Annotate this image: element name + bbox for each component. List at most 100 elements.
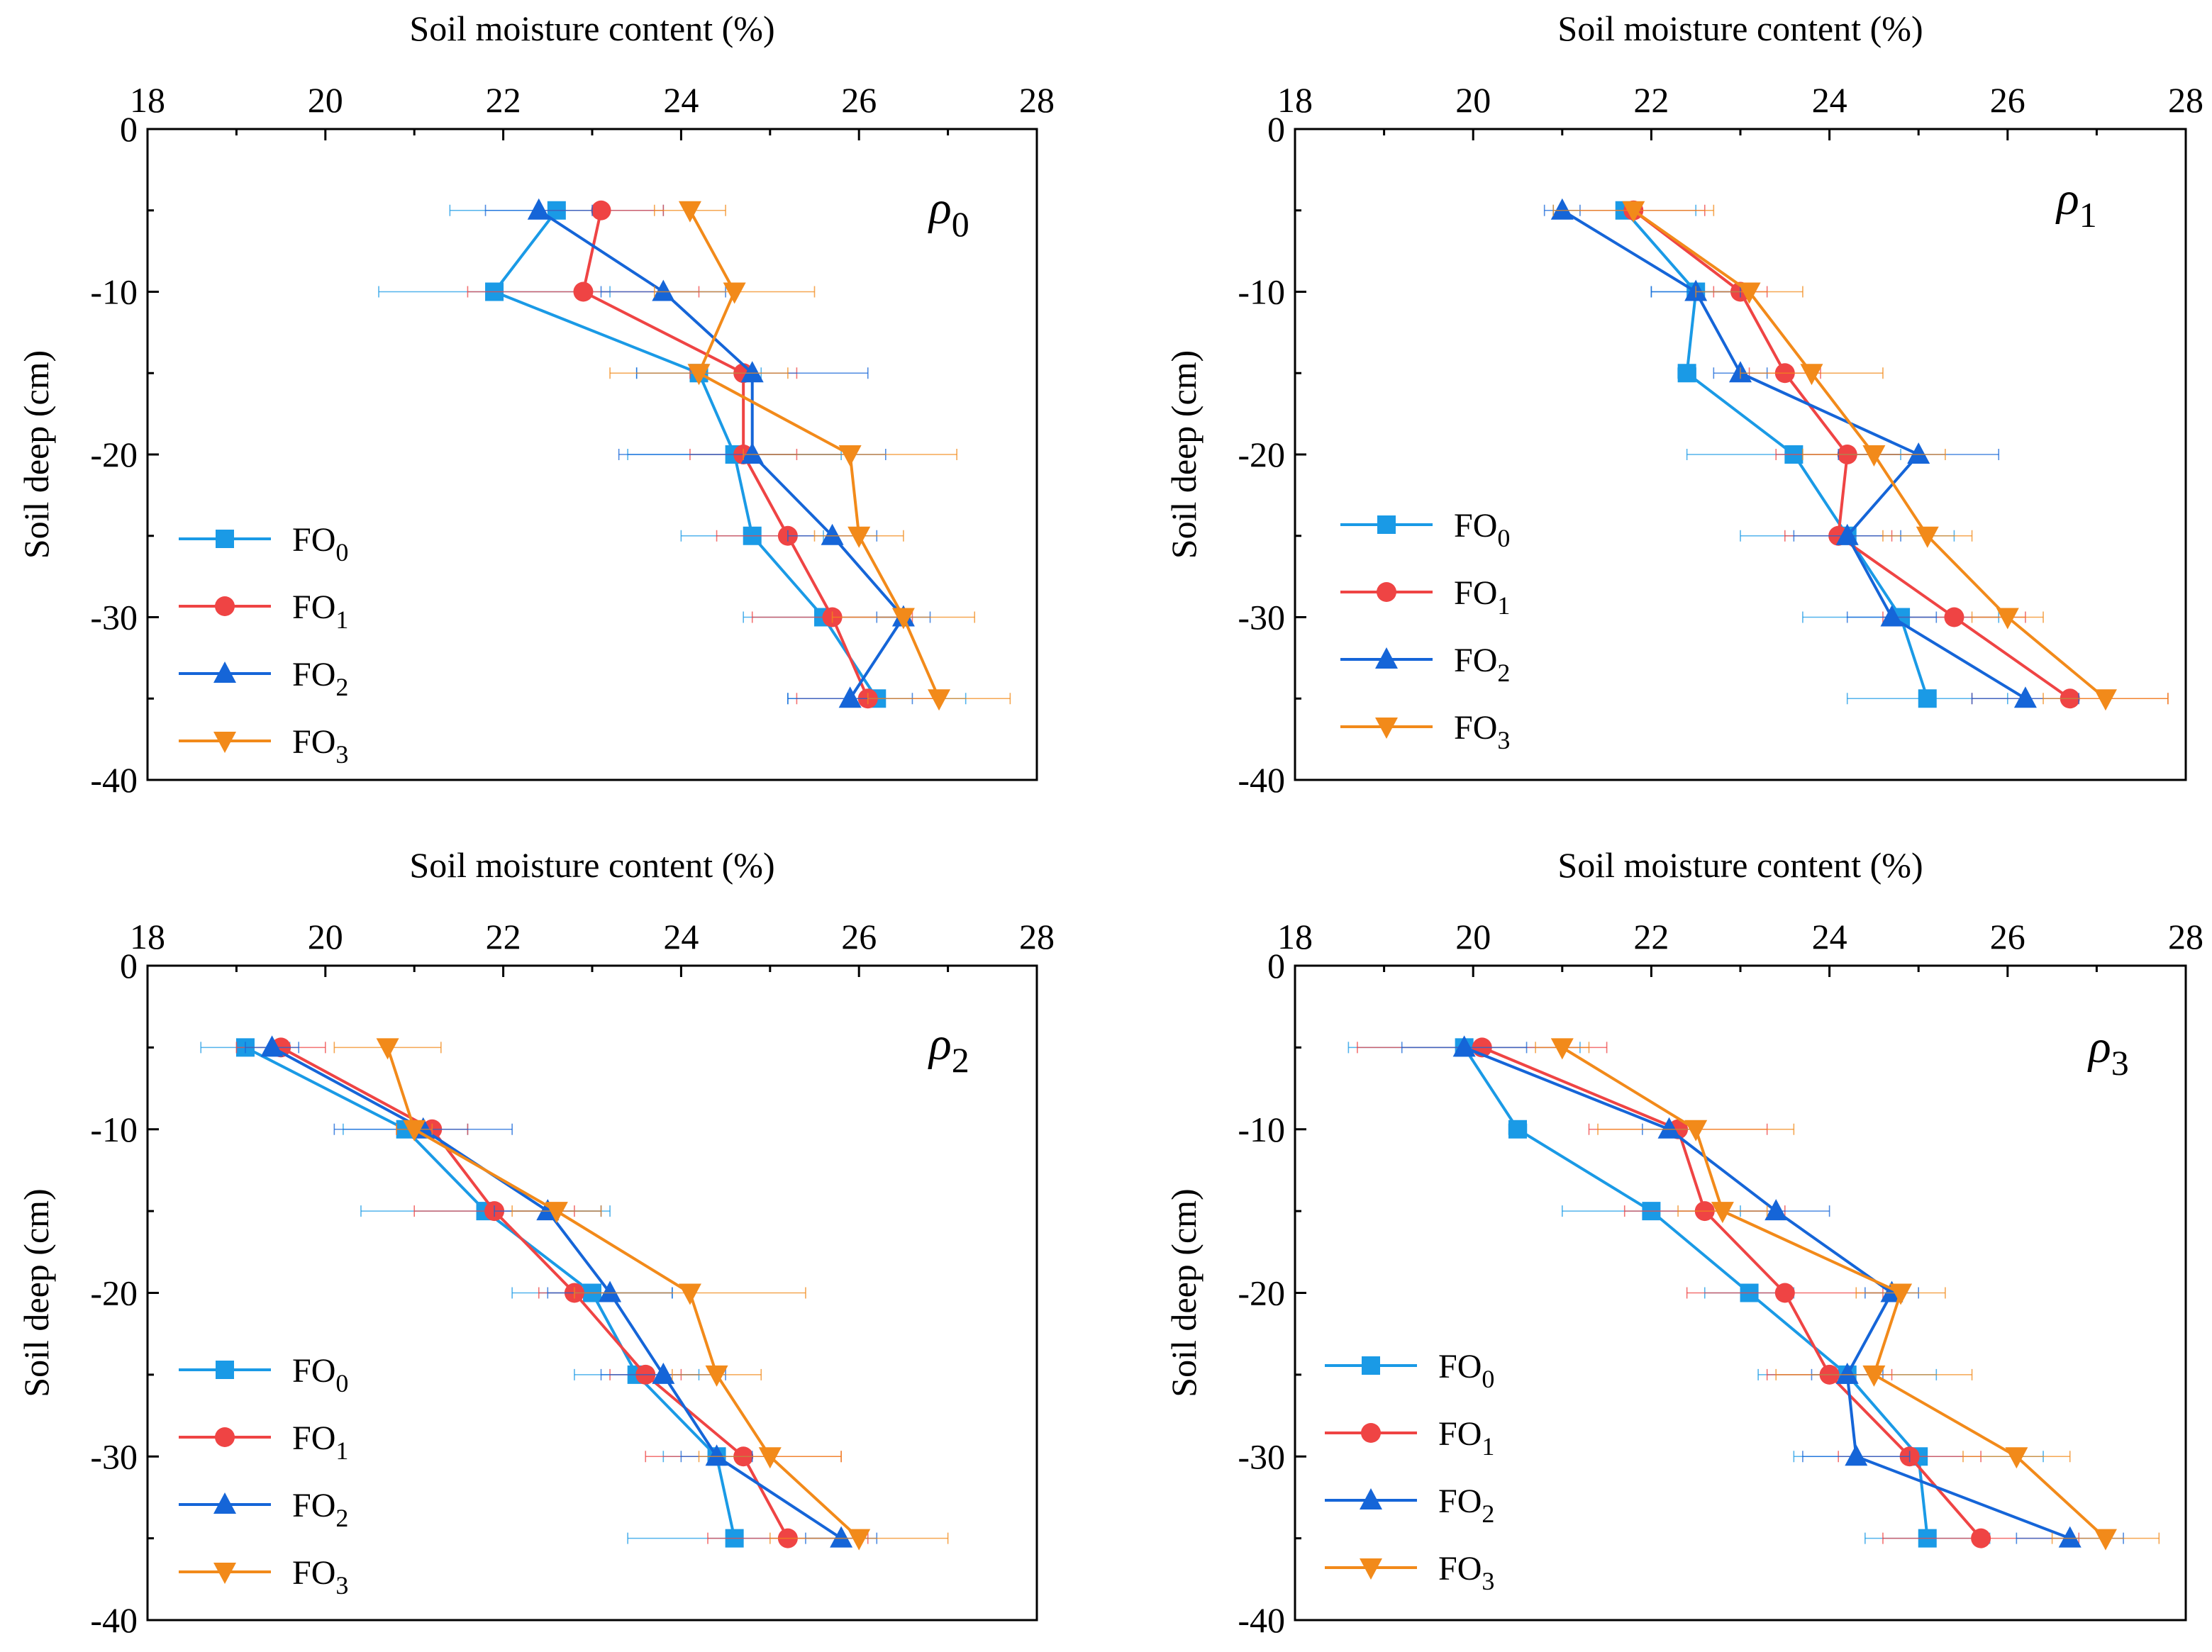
y-tick-label: -20 [1238, 435, 1285, 474]
legend-marker [213, 662, 236, 683]
legend-label-sub: 0 [1497, 524, 1510, 552]
legend-label: FO1 [1454, 574, 1510, 620]
data-point [1657, 1117, 1681, 1139]
x-tick-label: 18 [1277, 917, 1313, 956]
x-axis-title: Soil moisture content (%) [1557, 9, 1923, 48]
y-tick-label: -40 [90, 760, 138, 800]
y-axis-title: Soil deep (cm) [16, 1188, 56, 1397]
legend-label-name: FO [1438, 1483, 1482, 1520]
y-tick-label: -10 [90, 1110, 138, 1149]
data-point [1835, 523, 1859, 545]
x-tick-label: 28 [1019, 80, 1055, 120]
data-point [591, 200, 611, 221]
y-tick-label: -40 [1238, 760, 1285, 800]
series-FO3 [1535, 1038, 2160, 1551]
legend-label: FO0 [292, 521, 348, 567]
y-tick-label: -30 [1238, 1436, 1285, 1476]
y-axis-title: Soil deep (cm) [1164, 350, 1204, 559]
data-point [1550, 1038, 1574, 1060]
data-point [1971, 1528, 1991, 1548]
legend-label-name: FO [1454, 507, 1497, 545]
data-point [705, 1365, 728, 1387]
legend-marker [215, 596, 235, 616]
x-tick-label: 22 [486, 917, 521, 956]
data-point [1845, 1444, 1868, 1466]
data-point [678, 1283, 701, 1305]
x-tick-label: 28 [2168, 80, 2203, 120]
data-point [740, 442, 764, 464]
data-point [2094, 1529, 2117, 1551]
panel-label-symbol: ρ [928, 182, 952, 234]
legend-label-sub: 0 [1482, 1365, 1494, 1393]
x-tick-label: 24 [1812, 917, 1847, 956]
legend-label-sub: 0 [335, 538, 348, 567]
legend-label-sub: 0 [335, 1369, 348, 1397]
data-point [847, 1529, 871, 1551]
x-axis-title: Soil moisture content (%) [409, 9, 774, 48]
legend-marker [1360, 1558, 1382, 1580]
legend-marker [1361, 1423, 1381, 1443]
legend-label: FO2 [292, 1487, 348, 1532]
data-point [830, 1526, 853, 1548]
legend-marker [213, 732, 236, 753]
panel-label-symbol: ρ [2087, 1021, 2111, 1073]
legend-marker [1375, 718, 1398, 739]
data-point [1684, 1120, 1708, 1142]
legend-label-sub: 3 [335, 740, 348, 769]
data-point [1916, 526, 1939, 548]
legend-label: FO1 [292, 1419, 348, 1465]
x-tick-label: 26 [841, 80, 877, 120]
series-FO2 [484, 198, 931, 708]
y-tick-label: -40 [90, 1600, 138, 1640]
legend-label-name: FO [1438, 1415, 1482, 1453]
data-point [376, 1038, 399, 1060]
legend-label-sub: 1 [335, 1436, 348, 1465]
data-point [652, 1362, 675, 1384]
legend-entry-FO1: FO1 [179, 1419, 348, 1465]
x-tick-label: 20 [1455, 917, 1491, 956]
legend-label: FO2 [1454, 642, 1510, 687]
legend-marker [1360, 1488, 1382, 1509]
legend-label: FO3 [292, 723, 348, 769]
y-tick-label: -10 [1238, 272, 1285, 312]
data-point [1880, 605, 1903, 627]
legend-label-name: FO [292, 1554, 335, 1592]
legend-label-name: FO [292, 521, 335, 559]
x-tick-label: 28 [2168, 917, 2203, 956]
data-point [723, 282, 746, 304]
legend-label-name: FO [1454, 642, 1497, 679]
series-FO3 [333, 1038, 949, 1551]
y-tick-label: -30 [1238, 598, 1285, 637]
x-tick-label: 24 [1812, 80, 1847, 120]
legend-entry-FO0: FO0 [179, 521, 348, 567]
x-tick-label: 18 [130, 917, 165, 956]
legend-label: FO0 [1454, 507, 1510, 552]
x-axis-title: Soil moisture content (%) [409, 845, 774, 885]
data-point [1764, 1199, 1788, 1221]
data-point [678, 201, 701, 223]
legend-label-name: FO [292, 1352, 335, 1390]
y-tick-label: 0 [120, 109, 138, 149]
legend-label: FO2 [1438, 1483, 1494, 1528]
legend-label: FO3 [292, 1554, 348, 1600]
legend-label: FO0 [292, 1352, 348, 1397]
y-axis-title: Soil deep (cm) [16, 350, 56, 559]
legend-label-sub: 2 [1482, 1500, 1494, 1528]
y-tick-label: -30 [90, 1436, 138, 1476]
legend-label: FO3 [1438, 1550, 1494, 1595]
panel-label: ρ3 [2087, 1021, 2129, 1083]
panel-label: ρ2 [928, 1018, 969, 1080]
legend-label: FO3 [1454, 709, 1510, 754]
x-tick-label: 26 [841, 917, 877, 956]
legend-label-name: FO [292, 1487, 335, 1524]
data-point [545, 1202, 568, 1224]
x-tick-label: 22 [1633, 917, 1669, 956]
y-tick-label: -20 [1238, 1273, 1285, 1313]
panel-label-sub: 3 [2111, 1043, 2129, 1083]
data-point [1738, 282, 1761, 304]
data-point [758, 1447, 782, 1469]
panel-label-symbol: ρ [2055, 173, 2079, 225]
data-point [260, 1035, 284, 1057]
x-tick-label: 28 [1019, 917, 1055, 956]
